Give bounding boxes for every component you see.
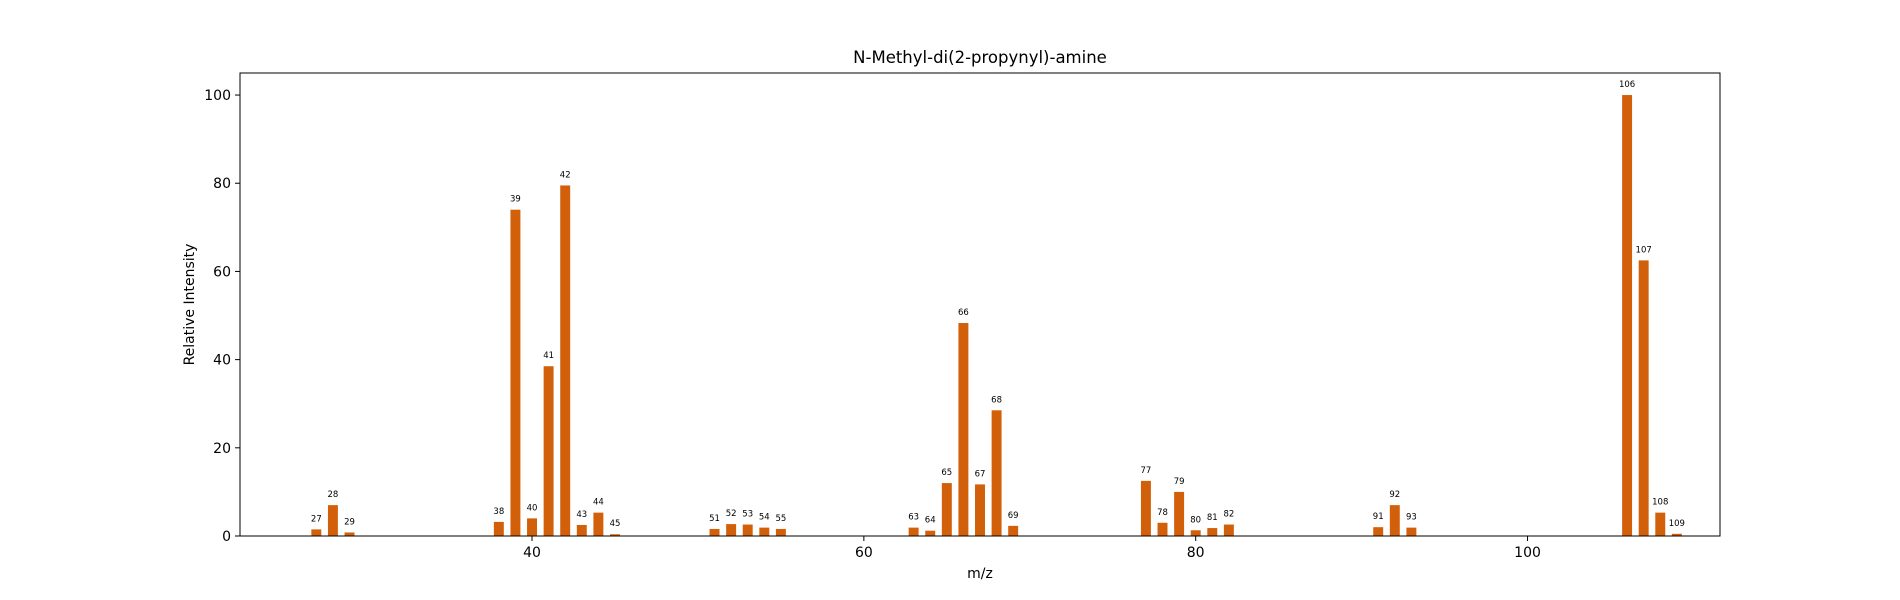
x-tick-label-100: 100	[1514, 545, 1541, 561]
bar-mz-77	[1140, 480, 1151, 536]
bar-label-mz-39: 39	[510, 195, 521, 205]
bar-label-mz-63: 63	[908, 513, 919, 523]
y-tick-label-100: 100	[204, 88, 231, 104]
bar-label-mz-29: 29	[344, 517, 355, 527]
bar-label-mz-69: 69	[1008, 511, 1019, 521]
bar-label-mz-54: 54	[759, 513, 770, 523]
bar-label-mz-79: 79	[1174, 477, 1185, 487]
bar-label-mz-78: 78	[1157, 508, 1168, 518]
y-tick-label-20: 20	[213, 441, 231, 457]
bar-mz-79	[1174, 491, 1185, 536]
bar-mz-43	[576, 524, 587, 536]
bar-mz-28	[327, 505, 338, 536]
bars-group	[311, 95, 1682, 537]
y-tick-label-40: 40	[213, 353, 231, 369]
plot-frame	[239, 72, 1721, 537]
bar-label-mz-38: 38	[493, 507, 504, 517]
y-tick-label-80: 80	[213, 176, 231, 192]
bar-label-mz-108: 108	[1652, 498, 1668, 508]
bar-label-mz-52: 52	[726, 509, 737, 519]
bar-label-mz-93: 93	[1406, 513, 1417, 523]
bar-label-mz-28: 28	[328, 490, 339, 500]
bar-label-mz-107: 107	[1636, 245, 1652, 255]
x-tick-label-60: 60	[855, 545, 873, 561]
bar-mz-109	[1671, 533, 1682, 536]
bar-label-mz-81: 81	[1207, 513, 1218, 523]
bar-label-mz-51: 51	[709, 514, 720, 524]
bar-mz-64	[925, 530, 936, 536]
bar-label-mz-66: 66	[958, 308, 969, 318]
bar-mz-68	[991, 410, 1002, 536]
bar-label-mz-55: 55	[775, 514, 786, 524]
bar-mz-38	[493, 521, 504, 536]
bar-mz-69	[1008, 525, 1019, 536]
bar-label-mz-42: 42	[560, 170, 571, 180]
bar-label-mz-41: 41	[543, 351, 554, 361]
y-axis-ticks: 0 20 40 60 80 100	[204, 88, 240, 545]
bar-mz-52	[726, 524, 737, 536]
bar-mz-108	[1655, 512, 1666, 536]
bar-label-mz-27: 27	[311, 514, 322, 524]
bar-mz-54	[759, 527, 770, 536]
bar-label-mz-80: 80	[1190, 515, 1201, 525]
bar-label-mz-43: 43	[576, 510, 587, 520]
bar-mz-92	[1389, 505, 1400, 536]
bar-label-mz-65: 65	[941, 468, 952, 478]
bar-mz-80	[1190, 530, 1201, 536]
bar-label-mz-109: 109	[1669, 519, 1685, 529]
bar-mz-27	[311, 529, 322, 536]
bar-mz-107	[1638, 260, 1649, 536]
bar-mz-81	[1207, 528, 1218, 536]
bar-label-mz-68: 68	[991, 395, 1002, 405]
bar-mz-66	[958, 323, 969, 536]
bar-mz-65	[941, 483, 952, 536]
y-tick-label-0: 0	[222, 529, 231, 545]
bar-label-mz-40: 40	[527, 503, 538, 513]
bar-label-mz-45: 45	[610, 519, 621, 529]
bar-label-mz-44: 44	[593, 498, 604, 508]
bar-label-mz-91: 91	[1373, 512, 1384, 522]
bar-mz-51	[709, 528, 720, 536]
bar-mz-55	[775, 528, 786, 536]
bar-mz-78	[1157, 522, 1168, 536]
bar-mz-67	[975, 484, 985, 536]
x-tick-label-40: 40	[523, 545, 541, 561]
bar-mz-39	[510, 209, 521, 536]
bar-mz-93	[1406, 527, 1417, 536]
bar-label-mz-106: 106	[1619, 80, 1635, 90]
bar-label-mz-67: 67	[975, 469, 986, 479]
bar-label-mz-64: 64	[925, 516, 936, 526]
bar-label-mz-92: 92	[1389, 490, 1400, 500]
y-tick-label-60: 60	[213, 264, 231, 280]
bar-label-mz-53: 53	[742, 510, 753, 520]
bar-labels-group: 27 28 29 38 39 40 41 42 43 44 45 51 52 53 54 55 63 64 65 66…	[311, 80, 1685, 529]
x-tick-label-80: 80	[1187, 545, 1205, 561]
bar-mz-82	[1223, 524, 1234, 536]
x-axis-ticks: 40 60 80 100	[523, 536, 1541, 561]
bar-label-mz-77: 77	[1141, 466, 1152, 476]
bar-mz-106	[1622, 95, 1633, 537]
bar-mz-45	[610, 534, 620, 536]
bar-mz-42	[560, 185, 571, 536]
x-axis-label: m/z	[967, 566, 993, 582]
bar-label-mz-82: 82	[1223, 510, 1234, 520]
chart-title: N-Methyl-di(2-propynyl)-amine	[853, 48, 1107, 67]
bar-mz-53	[742, 524, 753, 536]
y-axis-label: Relative Intensity	[182, 244, 198, 366]
bar-mz-63	[908, 527, 919, 536]
bar-mz-41	[543, 366, 554, 536]
bar-mz-29	[344, 532, 355, 536]
bar-mz-91	[1373, 527, 1384, 536]
bar-mz-44	[593, 512, 604, 536]
bar-mz-40	[527, 518, 537, 536]
